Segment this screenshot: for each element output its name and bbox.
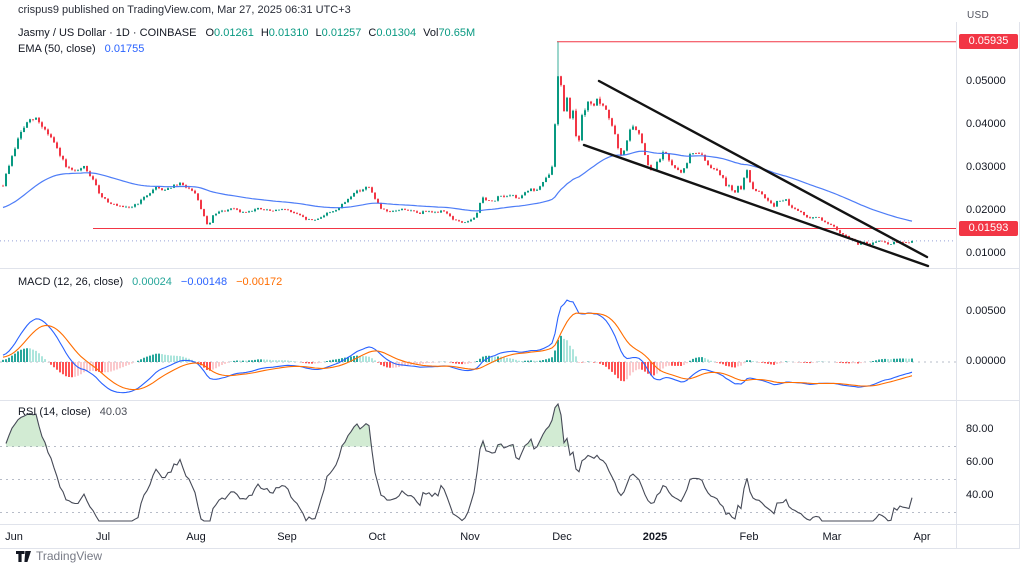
tradingview-logo-icon bbox=[16, 550, 31, 562]
rsi-pane bbox=[0, 403, 956, 522]
macd-pane bbox=[0, 299, 956, 394]
macd-pane-surface[interactable] bbox=[0, 271, 956, 398]
tradingview-brand-link[interactable]: TradingView bbox=[36, 549, 103, 563]
main-pane-surface[interactable] bbox=[0, 24, 956, 268]
price-pane bbox=[0, 41, 956, 268]
trendline-lower[interactable] bbox=[582, 143, 930, 268]
rsi-line bbox=[5, 403, 913, 522]
price-axis[interactable] bbox=[956, 24, 1020, 548]
time-axis[interactable] bbox=[0, 525, 956, 548]
published-header: crispus9 published on TradingView.com, M… bbox=[18, 4, 351, 16]
macd-signal-line bbox=[2, 312, 913, 391]
trendline-upper[interactable] bbox=[597, 79, 929, 259]
rsi-pane-surface[interactable] bbox=[0, 403, 956, 523]
attribution: TradingView bbox=[16, 549, 102, 563]
pane-separators bbox=[0, 22, 1020, 549]
